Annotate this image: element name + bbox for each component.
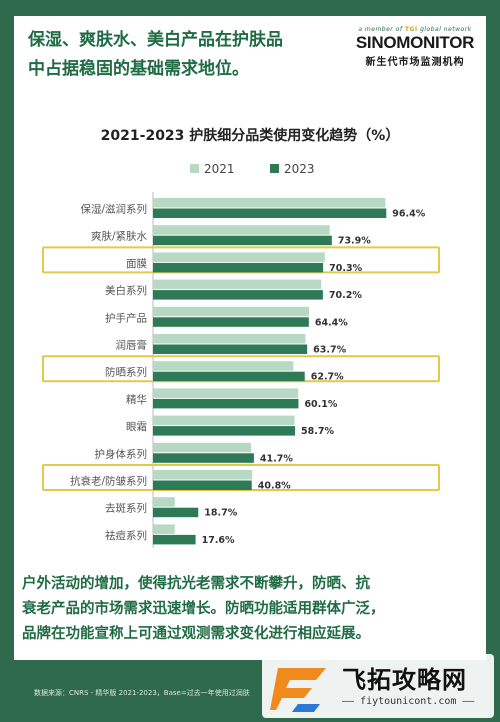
bar-2021 (153, 225, 330, 235)
bar-2021 (153, 388, 299, 398)
bar-2023 (153, 534, 196, 545)
category-label: 保湿/滋润系列 (80, 203, 147, 216)
headline: 保湿、爽肤水、美白产品在护肤品 中占据稳固的基础需求地位。 (28, 26, 328, 84)
watermark-name: 飞拓攻略网 (342, 666, 467, 694)
watermark-logo-icon (270, 668, 326, 712)
category-label: 润唇膏 (116, 339, 148, 352)
value-label-2023: 96.4% (392, 209, 425, 220)
bar-2021 (153, 442, 252, 453)
legend-label-2023: 2023 (284, 162, 315, 176)
bar-2021 (153, 306, 310, 317)
value-label-2023: 70.3% (329, 263, 362, 274)
brand-logo: a member of TGI global network SINOMONIT… (350, 26, 480, 68)
brand-name-cn: 新生代市场监测机构 (365, 57, 465, 68)
brand-name: SINOMONITOR (355, 33, 475, 52)
legend-swatch-2023 (270, 164, 279, 173)
category-label: 美白系列 (105, 284, 147, 297)
bar-2023 (153, 262, 324, 273)
bar-2023 (153, 453, 254, 463)
bar-2023 (153, 235, 332, 246)
bar-2023 (153, 317, 309, 327)
value-label-2023: 58.7% (301, 426, 334, 437)
bar-chart: 2021 2023 保湿/滋润系列 96.4% 爽肤/紧肤水 73.9% 面膜 70.3% 美白… (42, 162, 440, 548)
category-label: 护手产品 (105, 311, 147, 324)
value-label-2023: 60.1% (304, 399, 337, 410)
highlight-frame (42, 355, 440, 383)
category-label: 祛痘系列 (105, 529, 147, 542)
brand-tagline: a member of TGI global network (358, 26, 472, 33)
bar-2021 (153, 252, 325, 262)
category-label: 眼霜 (126, 421, 147, 433)
value-label-2023: 73.9% (338, 236, 371, 247)
bar-2023 (153, 398, 299, 409)
category-label: 精华 (126, 393, 147, 406)
bar-2023 (153, 290, 323, 300)
bar-2021 (153, 524, 175, 534)
category-label: 护身体系列 (95, 447, 148, 460)
legend-swatch-2021 (190, 164, 199, 173)
value-label-2023: 64.4% (315, 317, 348, 328)
value-label-2023: 18.7% (204, 508, 237, 519)
bar-2021 (153, 361, 294, 371)
value-label-2023: 41.7% (260, 453, 293, 464)
category-label: 抗衰老/防皱系列 (70, 475, 147, 488)
bar-2021 (153, 497, 175, 507)
value-label-2023: 63.7% (313, 345, 346, 356)
bar-2023 (153, 480, 252, 490)
headline-line-2: 中占据稳固的基础需求地位。 (28, 59, 249, 79)
value-label-2023: 40.8% (258, 481, 291, 492)
category-label: 防晒系列 (105, 366, 147, 379)
bar-2021 (153, 279, 322, 290)
insight-text: 户外活动的增加，使得抗光老需求不断攀升，防晒、抗 衰老产品的市场需求迅速增长。防… (22, 572, 478, 647)
bar-2021 (153, 198, 386, 208)
category-label: 面膜 (126, 258, 147, 270)
insight-line-3: 品牌在功能宣称上可通过观测需求变化进行相应延展。 (22, 626, 370, 642)
bar-2021 (153, 470, 253, 480)
value-label-2023: 17.6% (202, 535, 235, 546)
watermark-url: —— fiytounicont.com —— (342, 696, 475, 707)
bar-2021 (153, 334, 306, 344)
bar-2023 (153, 344, 308, 354)
category-label: 爽肤/紧肤水 (91, 230, 148, 243)
bar-2023 (153, 426, 296, 436)
chart-title: 2021-2023 护肤细分品类使用变化趋势（%） (100, 128, 400, 144)
bar-2023 (153, 507, 199, 518)
value-label-2023: 62.7% (311, 372, 344, 383)
value-label-2023: 70.2% (329, 290, 362, 301)
bar-2023 (153, 208, 387, 218)
watermark: 飞拓攻略网 —— fiytounicont.com —— (262, 654, 494, 718)
legend-label-2021: 2021 (204, 162, 235, 176)
data-source: 数据来源：CNRS - 精华版 2021-2023，Base=过去一年使用过润肤 (34, 689, 250, 697)
insight-line-1: 户外活动的增加，使得抗光老需求不断攀升，防晒、抗 (22, 576, 370, 592)
category-label: 去斑系列 (105, 502, 147, 515)
headline-line-1: 保湿、爽肤水、美白产品在护肤品 (28, 30, 283, 50)
bar-2023 (153, 371, 305, 382)
insight-line-2: 衰老产品的市场需求迅速增长。防晒功能适用群体广泛， (22, 601, 385, 617)
bar-2021 (153, 415, 295, 426)
